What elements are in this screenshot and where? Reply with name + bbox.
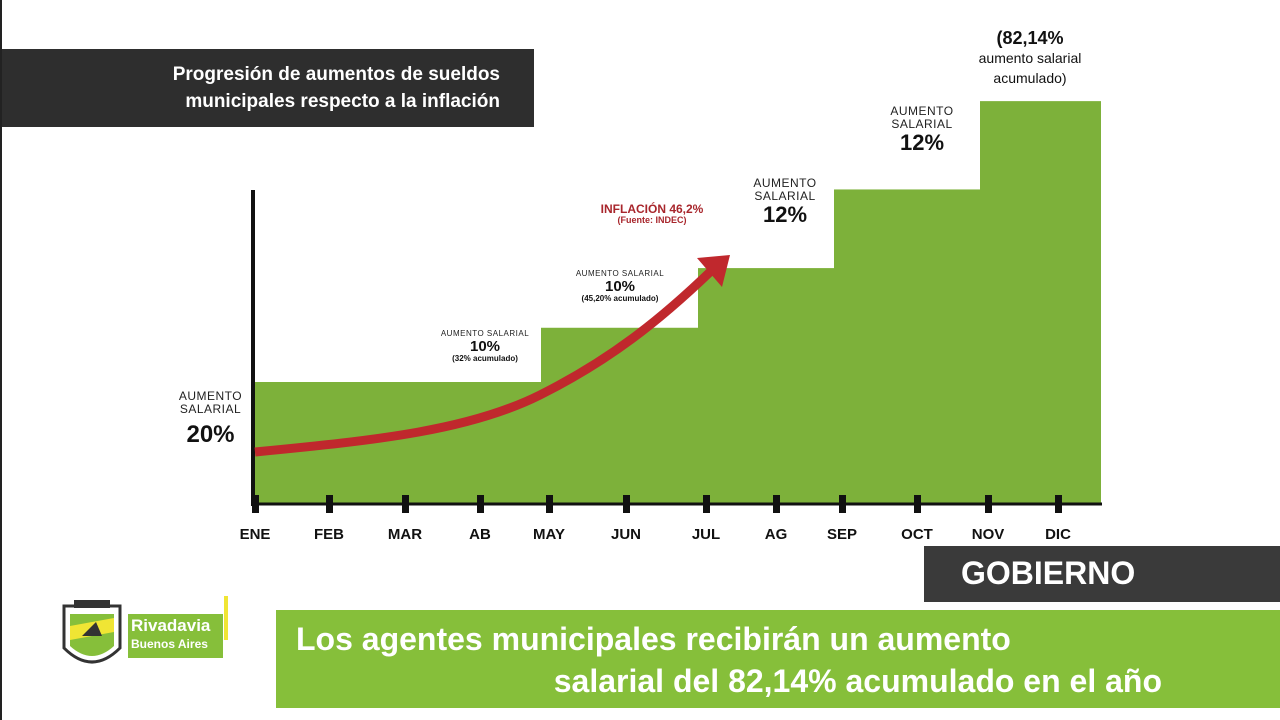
annotation-label: AUMENTO SALARIAL — [890, 104, 954, 132]
x-tick-nov — [985, 495, 992, 513]
accumulated-line: aumento salarial — [978, 50, 1082, 66]
x-tick-sep — [839, 495, 846, 513]
step-annotation-3: AUMENTO SALARIAL 10% (45,20% acumulado) — [560, 269, 680, 304]
x-tick-ab — [477, 495, 484, 513]
x-tick-jul — [703, 495, 710, 513]
x-tick-label: ENE — [239, 526, 271, 543]
inflation-source: (Fuente: INDEC) — [617, 215, 687, 226]
step-bar-nov — [980, 101, 1101, 504]
rivadavia-logo: Rivadavia Buenos Aires — [58, 596, 228, 678]
step-bar-jul — [698, 268, 835, 504]
annotation-percent: 12% — [899, 130, 945, 156]
chart-title: Progresión de aumentos de sueldos munici… — [2, 49, 534, 127]
headline-banner: Los agentes municipales recibirán un aum… — [276, 610, 1280, 708]
annotation-note: (45,20% acumulado) — [581, 294, 659, 304]
headline-line: Los agentes municipales recibirán un aum… — [296, 621, 1011, 657]
x-tick-label: AB — [469, 526, 491, 543]
annotation-percent: 10% — [604, 277, 636, 295]
x-tick-oct — [914, 495, 921, 513]
x-tick-label: FEB — [314, 526, 344, 543]
annotation-percent: 10% — [469, 337, 501, 355]
x-tick-may — [546, 495, 553, 513]
x-tick-label: MAY — [533, 526, 565, 543]
x-tick-label: JUN — [610, 526, 641, 543]
annotation-label: AUMENTO SALARIAL — [440, 329, 530, 338]
step-bar-sep — [834, 189, 981, 504]
accumulated-line: acumulado) — [993, 70, 1067, 86]
logo-name: Rivadavia — [131, 616, 211, 635]
annotation-label: AUMENTO SALARIAL — [178, 389, 243, 417]
logo-bar — [224, 596, 228, 640]
step-annotation-1: AUMENTO SALARIAL 20% — [168, 389, 253, 449]
step-bar-may — [541, 327, 699, 504]
annotation-note: (32% acumulado) — [452, 354, 518, 364]
logo-badge: Rivadavia Buenos Aires — [128, 614, 223, 658]
x-tick-label: MAR — [387, 526, 423, 543]
inflation-value: INFLACIÓN 46,2% — [600, 202, 704, 216]
coat-of-arms-icon — [62, 600, 122, 664]
x-tick-dic — [1055, 495, 1062, 513]
x-tick-label: JUL — [691, 526, 721, 543]
x-tick-label: DIC — [1045, 526, 1071, 543]
annotation-percent: 20% — [186, 421, 235, 449]
logo-sub: Buenos Aires — [131, 637, 208, 651]
inflation-label: INFLACIÓN 46,2% (Fuente: INDEC) — [590, 202, 714, 226]
x-tick-label: AG — [764, 526, 788, 543]
title-line: Progresión de aumentos de sueldos — [172, 64, 500, 85]
accumulated-value: (82,14% — [996, 28, 1064, 48]
inflation-arrow-head — [697, 255, 730, 287]
annotation-label: AUMENTO SALARIAL — [575, 269, 665, 278]
x-tick-jun — [623, 495, 630, 513]
step-annotation-4: AUMENTO SALARIAL 12% — [740, 176, 830, 228]
section-tag: GOBIERNO — [920, 546, 1280, 602]
step-bar-ene — [255, 382, 542, 504]
step-annotation-2: AUMENTO SALARIAL 10% (32% acumulado) — [425, 329, 545, 364]
x-tick-mar — [402, 495, 409, 513]
headline-line: salarial del 82,14% acumulado en el año — [553, 663, 1162, 699]
x-tick-ene — [252, 495, 259, 513]
x-tick-feb — [326, 495, 333, 513]
accumulated-note: (82,14% aumento salarial acumulado) — [955, 28, 1105, 88]
step-annotation-5: AUMENTO SALARIAL 12% — [877, 104, 967, 156]
x-tick-ag — [773, 495, 780, 513]
x-tick-label: NOV — [971, 526, 1005, 543]
annotation-percent: 12% — [762, 202, 808, 228]
x-tick-label: OCT — [901, 526, 933, 543]
title-line: municipales respecto a la inflación — [185, 91, 500, 112]
annotation-label: AUMENTO SALARIAL — [753, 176, 817, 204]
inflation-arrow — [254, 268, 714, 457]
x-tick-label: SEP — [826, 526, 857, 543]
